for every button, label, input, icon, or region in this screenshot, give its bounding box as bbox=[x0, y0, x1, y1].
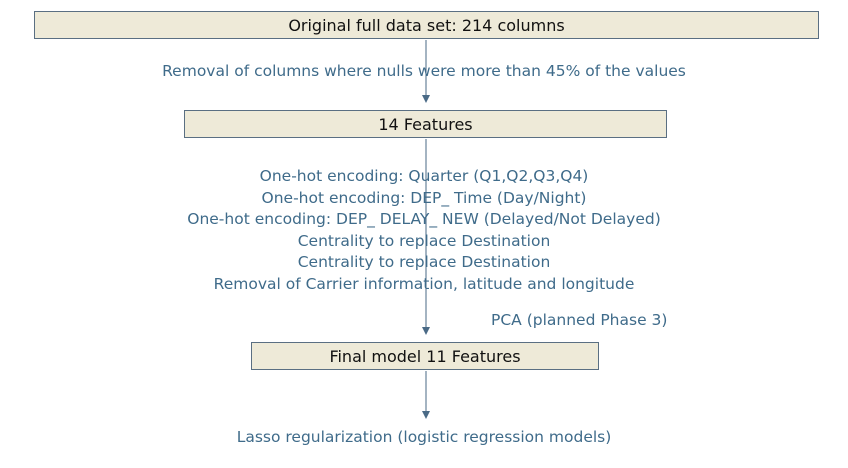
step-onehot-quarter: One-hot encoding: Quarter (Q1,Q2,Q3,Q4) bbox=[259, 167, 589, 185]
original-dataset-box: Original full data set: 214 columns bbox=[34, 11, 819, 39]
final-model-box: Final model 11 Features bbox=[251, 342, 599, 370]
features-14-box: 14 Features bbox=[184, 110, 667, 138]
lasso-note: Lasso regularization (logistic regressio… bbox=[236, 428, 612, 446]
null-removal-note: Removal of columns where nulls were more… bbox=[162, 62, 686, 80]
pca-note: PCA (planned Phase 3) bbox=[491, 311, 668, 329]
step-removal-carrier-info: Removal of Carrier information, latitude… bbox=[213, 274, 635, 293]
step-onehot-dep-delay: One-hot encoding: DEP_ DELAY_ NEW (Delay… bbox=[187, 210, 661, 228]
step-onehot-dep-time: One-hot encoding: DEP_ Time (Day/Night) bbox=[261, 188, 587, 207]
step-centrality-destination: Centrality to replace Destination bbox=[297, 231, 551, 250]
step-centrality-destination-repeat: Centrality to replace Destination bbox=[297, 253, 551, 271]
